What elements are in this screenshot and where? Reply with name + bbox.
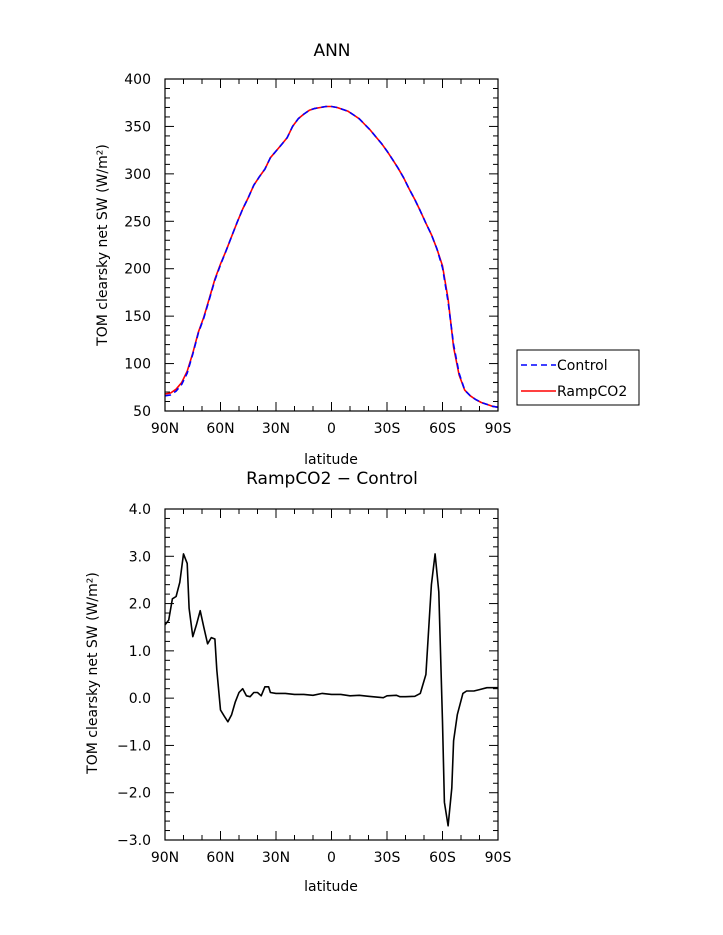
x-tick-label: 30S [374,421,401,437]
x-tick-label: 60S [429,421,456,437]
chart-top-title: ANN [313,41,350,61]
legend-label-rampco2: RampCO2 [557,384,627,400]
chart-bottom-series [164,553,498,827]
chart-top-y-axis-label: TOM clearsky net SW (W/m²) [95,144,111,347]
y-tick-label: 400 [124,72,151,88]
chart-bottom-ticks: 90N 60N 30N 0 30S 60S 90S −3.0 −2.0 −1.0 0.0 1.0 2.0… [117,502,511,866]
chart-top-series [164,105,499,408]
x-tick-label: 60N [206,850,234,866]
x-tick-label: 90S [485,421,512,437]
x-tick-label: 0 [327,850,336,866]
series-line-rampco2 [164,105,499,408]
series-line-difference [164,553,498,827]
chart-top-ticks: 90N 60N 30N 0 30S 60S 90S 50 100 150 200 250 300 350 4… [124,72,511,437]
y-tick-label: −1.0 [117,738,151,754]
chart-top-plot-frame [164,78,499,412]
y-tick-label: 350 [124,119,151,135]
chart-top: ANN 90N 60N 30N 0 30S 60S 90S 50 100 150 200 250 300… [95,41,640,468]
legend-label-control: Control [557,358,608,374]
x-tick-label: 60N [206,421,234,437]
y-tick-label: −3.0 [117,833,151,849]
chart-bottom: RampCO2 − Control 90N 60N 30N 0 30S 60S 90S −3.… [85,469,511,895]
x-tick-label: 90S [485,850,512,866]
legend-box [516,349,640,406]
x-tick-label: 0 [327,421,336,437]
y-tick-label: 4.0 [129,502,151,518]
y-tick-label: 0.0 [129,691,151,707]
y-tick-label: 250 [124,214,151,230]
chart-bottom-x-axis-label: latitude [304,879,358,895]
x-tick-label: 90N [151,850,179,866]
chart-top-x-axis-label: latitude [304,452,358,468]
y-tick-label: 300 [124,167,151,183]
x-tick-label: 30N [262,421,290,437]
legend: Control RampCO2 [516,349,640,406]
series-line-control [164,105,499,408]
y-tick-label: 200 [124,262,151,278]
chart-bottom-y-axis-label: TOM clearsky net SW (W/m²) [85,572,101,775]
y-tick-label: 2.0 [129,597,151,613]
y-tick-label: 1.0 [129,644,151,660]
chart-bottom-plot-frame [164,508,499,841]
x-tick-label: 30N [262,850,290,866]
y-tick-label: 50 [133,404,151,420]
y-tick-label: 100 [124,357,151,373]
y-tick-label: 150 [124,309,151,325]
x-tick-label: 90N [151,421,179,437]
x-tick-label: 60S [429,850,456,866]
x-tick-label: 30S [374,850,401,866]
chart-bottom-title: RampCO2 − Control [246,469,418,489]
y-tick-label: 3.0 [129,549,151,565]
y-tick-label: −2.0 [117,786,151,802]
